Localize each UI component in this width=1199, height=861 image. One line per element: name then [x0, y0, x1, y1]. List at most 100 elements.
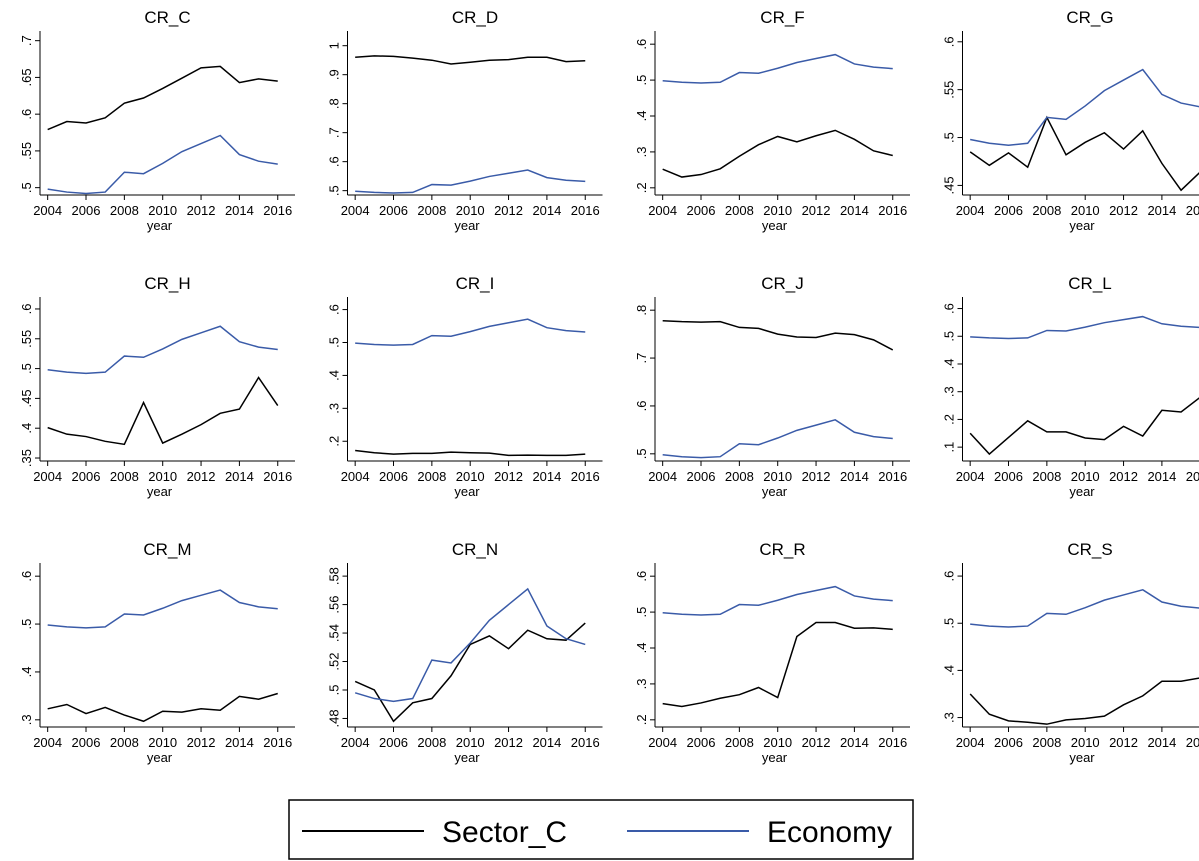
y-tick-label: .45: [942, 176, 957, 194]
y-tick-label: .4: [634, 643, 649, 654]
y-tick-label: .2: [634, 714, 649, 725]
series-line: [47, 325, 278, 375]
y-tick-label: .55: [19, 330, 34, 348]
y-tick-label: .6: [942, 571, 957, 582]
x-tick-label: 2004: [341, 735, 370, 750]
panel-title: CR_I: [456, 274, 495, 293]
x-tick-label: 2006: [72, 469, 101, 484]
panel-title: CR_J: [761, 274, 804, 293]
y-tick-label: .6: [19, 304, 34, 315]
x-tick-label: 2014: [840, 469, 869, 484]
x-tick-label: 2014: [532, 203, 561, 218]
x-tick-label: 2006: [72, 735, 101, 750]
x-tick-label: 2012: [494, 735, 523, 750]
x-tick-label: 2016: [878, 203, 907, 218]
x-tick-label: 2006: [379, 735, 408, 750]
y-tick-label: .2: [942, 414, 957, 425]
series-line: [355, 169, 586, 194]
x-tick-label: 2004: [341, 203, 370, 218]
x-tick-label: 2010: [1071, 203, 1100, 218]
x-tick-label: 2012: [187, 735, 216, 750]
x-tick-label: 2004: [648, 735, 677, 750]
x-tick-label: 2016: [263, 203, 292, 218]
y-tick-label: .7: [327, 127, 342, 138]
y-tick-label: .6: [19, 109, 34, 120]
y-tick-label: .52: [327, 652, 342, 670]
x-tick-label: 2008: [110, 469, 139, 484]
y-tick-label: .3: [634, 678, 649, 689]
y-tick-label: .6: [634, 39, 649, 50]
x-tick-label: 2016: [878, 735, 907, 750]
x-tick-label: 2004: [341, 469, 370, 484]
y-tick-label: .4: [634, 111, 649, 122]
x-axis-label: year: [762, 218, 788, 233]
y-tick-label: .6: [942, 36, 957, 47]
x-tick-label: 2010: [1071, 469, 1100, 484]
x-tick-label: 2014: [1147, 735, 1176, 750]
y-tick-label: .54: [327, 624, 342, 642]
x-tick-label: 2004: [33, 735, 62, 750]
x-tick-label: 2014: [532, 469, 561, 484]
x-tick-label: 2006: [687, 735, 716, 750]
x-tick-label: 2004: [33, 469, 62, 484]
x-tick-label: 2008: [1032, 469, 1061, 484]
x-tick-label: 2014: [1147, 203, 1176, 218]
y-tick-label: .6: [942, 303, 957, 314]
x-tick-label: 2010: [456, 735, 485, 750]
y-tick-label: .6: [327, 156, 342, 167]
x-tick-label: 2008: [725, 469, 754, 484]
x-tick-label: 2014: [840, 735, 869, 750]
y-tick-label: .5: [327, 185, 342, 196]
panel-title: CR_D: [452, 8, 498, 27]
y-tick-label: .4: [942, 665, 957, 676]
y-tick-label: .4: [942, 359, 957, 370]
x-tick-label: 2004: [956, 203, 985, 218]
y-tick-label: .5: [634, 75, 649, 86]
x-axis-label: year: [147, 484, 173, 499]
x-tick-label: 2012: [187, 203, 216, 218]
y-tick-label: .5: [19, 182, 34, 193]
series-line: [662, 419, 893, 459]
legend-label: Sector_C: [442, 816, 567, 849]
y-tick-label: .2: [327, 436, 342, 447]
x-axis-label: year: [147, 750, 173, 765]
x-tick-label: 2008: [725, 203, 754, 218]
x-tick-label: 2012: [1109, 735, 1138, 750]
x-tick-label: 2008: [110, 203, 139, 218]
x-tick-label: 2012: [802, 735, 831, 750]
x-tick-label: 2016: [263, 469, 292, 484]
series-line: [355, 318, 586, 346]
x-axis-label: year: [454, 484, 480, 499]
panel-title: CR_F: [760, 8, 804, 27]
y-tick-label: .9: [327, 69, 342, 80]
y-tick-label: .7: [634, 353, 649, 364]
x-tick-label: 2006: [379, 203, 408, 218]
panel-title: CR_R: [759, 540, 805, 559]
x-tick-label: 2016: [878, 469, 907, 484]
x-tick-label: 2016: [571, 735, 600, 750]
x-axis-label: year: [762, 484, 788, 499]
x-axis-label: year: [1069, 750, 1095, 765]
x-tick-label: 2012: [802, 469, 831, 484]
panel-title: CR_G: [1066, 8, 1113, 27]
x-tick-label: 2004: [648, 203, 677, 218]
x-tick-label: 2006: [994, 203, 1023, 218]
x-tick-label: 2010: [763, 203, 792, 218]
x-tick-label: 2012: [187, 469, 216, 484]
x-tick-label: 2014: [225, 203, 254, 218]
x-tick-label: 2004: [956, 735, 985, 750]
x-tick-label: 2008: [417, 203, 446, 218]
y-tick-label: .3: [19, 714, 34, 725]
series-line: [47, 589, 278, 629]
series-line: [355, 449, 586, 457]
x-tick-label: 2004: [956, 469, 985, 484]
y-tick-label: .65: [19, 68, 34, 86]
y-tick-label: .5: [327, 685, 342, 696]
x-tick-label: 2012: [1109, 469, 1138, 484]
panel-title: CR_M: [143, 540, 191, 559]
series-line: [47, 692, 278, 723]
series-line: [969, 397, 1199, 456]
x-tick-label: 2008: [110, 735, 139, 750]
x-tick-label: 2014: [225, 735, 254, 750]
x-tick-label: 2012: [494, 469, 523, 484]
